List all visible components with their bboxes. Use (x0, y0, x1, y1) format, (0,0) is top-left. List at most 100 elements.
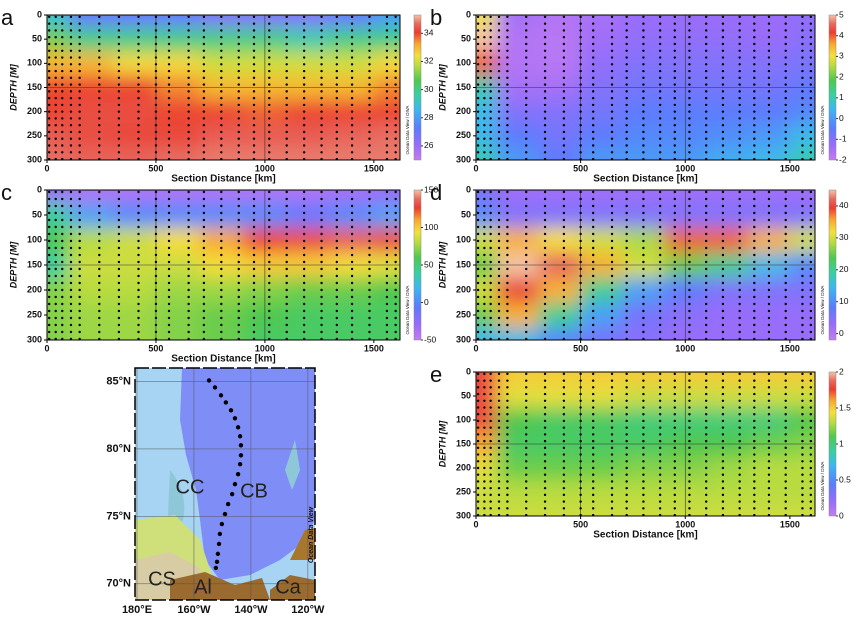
field-cell (155, 302, 200, 328)
x-axis-label: Section Distance [km] (171, 354, 275, 365)
field-cell (789, 123, 815, 148)
station (252, 190, 256, 341)
y-axis-label: DEPTH [M] (8, 63, 18, 110)
station (154, 190, 158, 341)
station (809, 15, 813, 161)
field-cell (706, 327, 749, 340)
y-tick-label: 100 (27, 234, 42, 244)
field-cell (789, 15, 815, 28)
station (206, 378, 212, 383)
x-tick-label: 1500 (364, 343, 384, 353)
station (784, 372, 787, 517)
station (658, 372, 662, 517)
y-tick-label: 80°N (106, 443, 131, 455)
field (47, 15, 400, 160)
field-cell (286, 15, 331, 28)
station (385, 190, 389, 341)
station (117, 15, 121, 161)
field-cell (286, 190, 331, 203)
y-tick-label: 200 (456, 462, 471, 472)
field-cell (538, 504, 581, 516)
x-tick-label: 1500 (364, 163, 384, 173)
y-tick-label: 150 (456, 438, 471, 448)
colorbar-tick-label: 1 (839, 92, 844, 102)
field-cell (706, 277, 749, 303)
station (642, 15, 645, 161)
station (167, 15, 171, 161)
field-cells (47, 15, 400, 160)
field-cell (68, 327, 113, 340)
y-tick-label: 300 (456, 510, 471, 520)
map-background (135, 368, 315, 600)
field-cell (373, 327, 400, 340)
watermark: Ocean Data View / DIVA (820, 106, 825, 155)
field-cell (789, 147, 815, 160)
colorbar-tick-label: 0 (424, 297, 429, 307)
station (98, 15, 101, 161)
watermark: Ocean Data View / DIVA (820, 286, 825, 335)
station (753, 372, 756, 517)
station (489, 190, 492, 341)
colorbar-tick-label: 3 (839, 51, 844, 61)
field-cell (286, 277, 331, 303)
y-tick-label: 250 (27, 309, 42, 319)
field-cell (496, 51, 539, 76)
station (562, 372, 566, 517)
station (154, 15, 158, 161)
field-cell (476, 480, 497, 504)
field-cell (789, 302, 815, 328)
deep-basin (180, 368, 315, 580)
colorbar-tick-label: 0 (839, 113, 844, 123)
y-tick-label: 85°N (106, 375, 131, 387)
y-tick-label: 100 (456, 234, 471, 244)
x-tick-label: 1500 (780, 163, 800, 173)
field-cell (580, 15, 623, 28)
station (47, 15, 51, 161)
field-cell (47, 147, 69, 160)
station (213, 565, 219, 571)
x-tick-label: 500 (573, 163, 588, 173)
station (483, 190, 486, 341)
field-cell (622, 504, 665, 516)
field-cell (476, 123, 497, 148)
field-cell (622, 123, 665, 148)
station (704, 372, 708, 517)
y-axis-label: DEPTH [M] (8, 241, 18, 288)
x-axis-label: Section Distance [km] (593, 530, 697, 541)
station (562, 190, 566, 341)
station (218, 393, 224, 398)
station (721, 372, 725, 517)
field-cell (68, 202, 113, 228)
region-label: Al (194, 576, 212, 598)
field-cell (789, 504, 815, 516)
y-tick-label: 100 (456, 414, 471, 424)
y-tick-label: 200 (27, 106, 42, 116)
field-cell (706, 51, 749, 76)
field-cell (286, 147, 331, 160)
station (223, 400, 229, 405)
field-cell (706, 384, 749, 408)
field-cell (373, 147, 400, 160)
field-cell (199, 302, 244, 328)
field-cell (68, 123, 113, 148)
station (137, 15, 140, 161)
alaska-coast (170, 572, 270, 600)
field-cell (538, 327, 581, 340)
colorbar-tick-label: 5 (839, 9, 844, 19)
canada-coast (270, 575, 315, 600)
station (625, 190, 628, 341)
station (320, 190, 323, 341)
y-tick-label: 150 (456, 82, 471, 92)
x-tick-label: 0 (473, 343, 478, 353)
field-cell (580, 480, 623, 504)
colorbar (828, 371, 837, 517)
station (476, 15, 480, 161)
station (688, 190, 691, 341)
field-cell (706, 227, 749, 253)
y-tick-label: 0 (37, 9, 42, 19)
field-cell (476, 456, 497, 480)
field-cell (580, 27, 623, 52)
field-cell (476, 277, 497, 303)
x-tick-label: 500 (573, 343, 588, 353)
colorbar (828, 14, 837, 161)
